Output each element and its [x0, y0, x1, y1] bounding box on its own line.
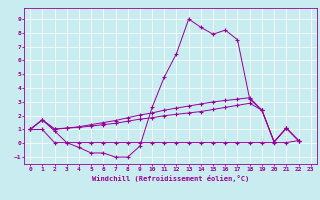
X-axis label: Windchill (Refroidissement éolien,°C): Windchill (Refroidissement éolien,°C): [92, 175, 249, 182]
